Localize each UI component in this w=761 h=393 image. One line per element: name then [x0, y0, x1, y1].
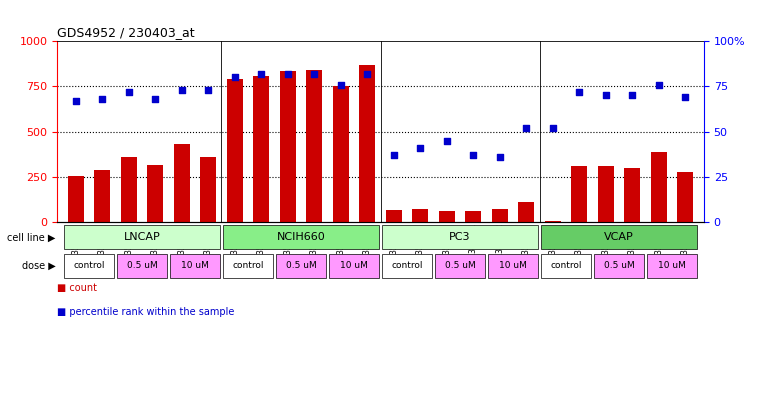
Point: [69, 98, 81, 104]
Bar: [121, 157, 137, 222]
Point: [600, 92, 612, 99]
Text: LNCAP: LNCAP: [123, 232, 161, 242]
Bar: [116, 253, 167, 278]
Point: [387, 152, 400, 158]
Text: 0.5 uM: 0.5 uM: [285, 261, 317, 270]
Bar: [594, 253, 645, 278]
Text: 0.5 uM: 0.5 uM: [444, 261, 476, 270]
Point: [414, 145, 426, 151]
Text: 0.5 uM: 0.5 uM: [603, 261, 635, 270]
Point: [255, 71, 267, 77]
Bar: [333, 86, 349, 222]
Point: [546, 125, 559, 131]
Bar: [572, 166, 587, 222]
Point: [282, 71, 294, 77]
Bar: [492, 209, 508, 222]
Bar: [329, 253, 379, 278]
Text: 10 uM: 10 uM: [658, 261, 686, 270]
Point: [96, 96, 108, 102]
Text: dose ▶: dose ▶: [22, 261, 56, 271]
Bar: [359, 65, 375, 222]
Bar: [306, 70, 322, 222]
Text: GDS4952 / 230403_at: GDS4952 / 230403_at: [57, 26, 195, 39]
Bar: [94, 170, 110, 222]
Bar: [541, 253, 591, 278]
Point: [573, 89, 585, 95]
Text: ■ percentile rank within the sample: ■ percentile rank within the sample: [57, 307, 234, 316]
Bar: [147, 165, 163, 222]
Point: [441, 138, 453, 144]
Point: [308, 71, 320, 77]
Bar: [465, 211, 481, 222]
Bar: [624, 168, 640, 222]
Bar: [200, 157, 216, 222]
Bar: [64, 253, 114, 278]
Bar: [227, 79, 243, 222]
Point: [228, 74, 240, 81]
Point: [494, 154, 506, 160]
Text: NCIH660: NCIH660: [276, 232, 326, 242]
Point: [202, 87, 215, 93]
Bar: [174, 144, 189, 222]
Bar: [253, 75, 269, 222]
Bar: [647, 253, 697, 278]
Bar: [488, 253, 538, 278]
Bar: [651, 152, 667, 222]
Bar: [64, 225, 220, 250]
Point: [521, 125, 533, 131]
Bar: [435, 253, 486, 278]
Bar: [382, 225, 538, 250]
Bar: [68, 176, 84, 222]
Text: VCAP: VCAP: [604, 232, 634, 242]
Point: [123, 89, 135, 95]
Bar: [280, 71, 296, 222]
Point: [361, 71, 374, 77]
Bar: [541, 225, 697, 250]
Text: 10 uM: 10 uM: [340, 261, 368, 270]
Text: control: control: [73, 261, 104, 270]
Bar: [598, 166, 614, 222]
Text: 0.5 uM: 0.5 uM: [126, 261, 158, 270]
Text: ■ count: ■ count: [57, 283, 97, 293]
Bar: [382, 253, 432, 278]
Text: control: control: [391, 261, 423, 270]
Bar: [412, 209, 428, 222]
Bar: [386, 210, 402, 222]
Bar: [518, 202, 534, 222]
Bar: [170, 253, 220, 278]
Point: [467, 152, 479, 158]
Point: [680, 94, 692, 101]
Text: control: control: [232, 261, 264, 270]
Text: cell line ▶: cell line ▶: [7, 232, 56, 242]
Bar: [677, 172, 693, 222]
Bar: [223, 225, 379, 250]
Bar: [223, 253, 273, 278]
Point: [176, 87, 188, 93]
Text: 10 uM: 10 uM: [499, 261, 527, 270]
Text: PC3: PC3: [449, 232, 471, 242]
Text: control: control: [550, 261, 582, 270]
Text: 10 uM: 10 uM: [181, 261, 209, 270]
Bar: [439, 211, 455, 222]
Bar: [545, 221, 561, 222]
Bar: [275, 253, 326, 278]
Point: [149, 96, 161, 102]
Point: [335, 81, 347, 88]
Point: [626, 92, 638, 99]
Point: [653, 81, 665, 88]
